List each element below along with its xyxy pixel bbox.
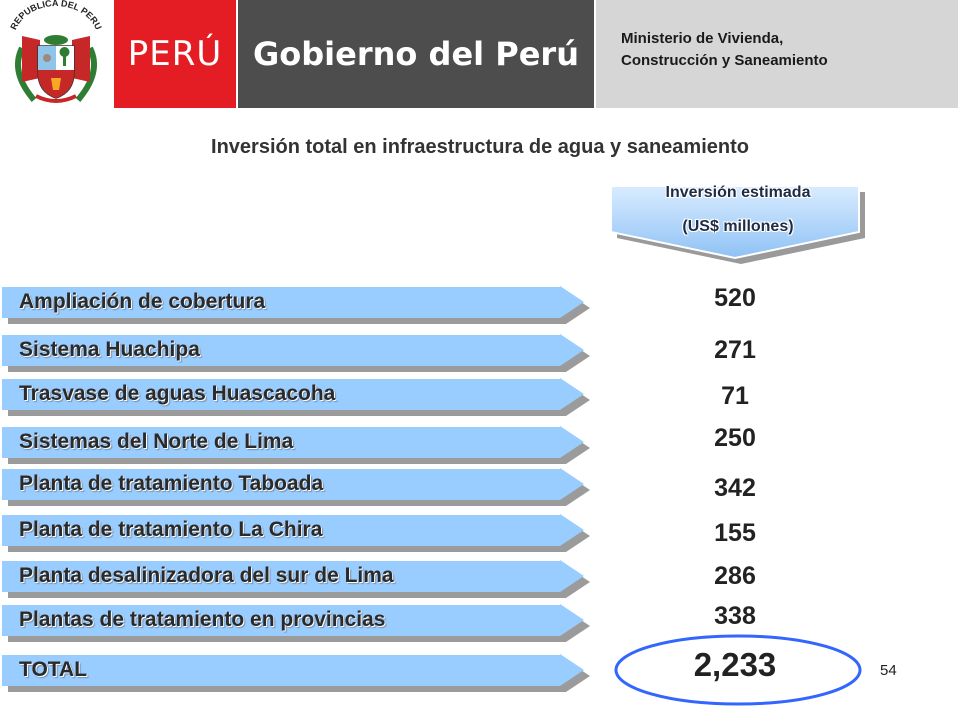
row-value: 71 — [721, 382, 749, 410]
table-row: Ampliación de cobertura — [0, 284, 590, 324]
svg-text:REPUBLICA DEL PERU: REPUBLICA DEL PERU — [8, 0, 103, 31]
table-row: Planta de tratamiento Taboada — [0, 466, 590, 506]
row-arrow — [2, 513, 590, 552]
peru-brand: PERÚ — [114, 0, 236, 108]
total-highlight-ellipse — [614, 634, 862, 706]
row-arrow — [2, 603, 590, 642]
column-header-arrow — [610, 185, 865, 264]
row-label: Plantas de tratamiento en provincias — [19, 608, 386, 631]
crest: REPUBLICA DEL PERU — [0, 0, 112, 110]
table-row: Sistema Huachipa — [0, 332, 590, 372]
row-value: 286 — [714, 562, 756, 590]
coat-of-arms-icon: REPUBLICA DEL PERU — [8, 0, 104, 103]
table-row: Plantas de tratamiento en provincias — [0, 602, 590, 642]
slide-title: Inversión total en infraestructura de ag… — [211, 136, 749, 158]
total-label: TOTAL — [19, 658, 88, 681]
row-value: 250 — [714, 424, 756, 452]
table-row: Planta desalinizadora del sur de Lima — [0, 558, 590, 598]
total-value: 2,233 — [693, 646, 777, 683]
row-arrow — [2, 377, 590, 416]
government-title: Gobierno del Perú — [238, 0, 594, 108]
row-arrow — [2, 333, 590, 372]
row-arrow — [2, 653, 590, 692]
row-arrow — [2, 467, 590, 506]
row-value: 520 — [714, 284, 756, 312]
table-row: Sistemas del Norte de Lima — [0, 424, 590, 464]
column-header-line-2: (US$ millones) — [682, 218, 794, 235]
row-label: Ampliación de cobertura — [19, 290, 266, 313]
column-header-line-1: Inversión estimada — [665, 184, 811, 201]
row-label: Sistemas del Norte de Lima — [19, 430, 294, 453]
total-row: TOTAL — [0, 652, 590, 692]
row-value: 155 — [714, 519, 756, 547]
ministry-box: Ministerio de Vivienda, Construcción y S… — [596, 0, 958, 108]
row-label: Planta de tratamiento La Chira — [19, 518, 323, 541]
row-value: 338 — [714, 602, 756, 630]
row-value: 342 — [714, 474, 756, 502]
row-arrow — [2, 285, 590, 324]
header: REPUBLICA DEL PERU PERÚ Gobierno del Per… — [0, 0, 960, 110]
row-arrow — [2, 425, 590, 464]
row-label: Sistema Huachipa — [19, 338, 200, 361]
row-label: Planta desalinizadora del sur de Lima — [19, 564, 394, 587]
row-value: 271 — [714, 336, 756, 364]
row-arrow — [2, 559, 590, 598]
table-row: Trasvase de aguas Huascacoha — [0, 376, 590, 416]
row-label: Planta de tratamiento Taboada — [19, 472, 324, 495]
table-row: Planta de tratamiento La Chira — [0, 512, 590, 552]
page-number: 54 — [880, 662, 897, 679]
ministry-line-2: Construcción y Saneamiento — [621, 52, 828, 69]
ministry-line-1: Ministerio de Vivienda, — [621, 30, 784, 47]
row-label: Trasvase de aguas Huascacoha — [19, 382, 336, 405]
